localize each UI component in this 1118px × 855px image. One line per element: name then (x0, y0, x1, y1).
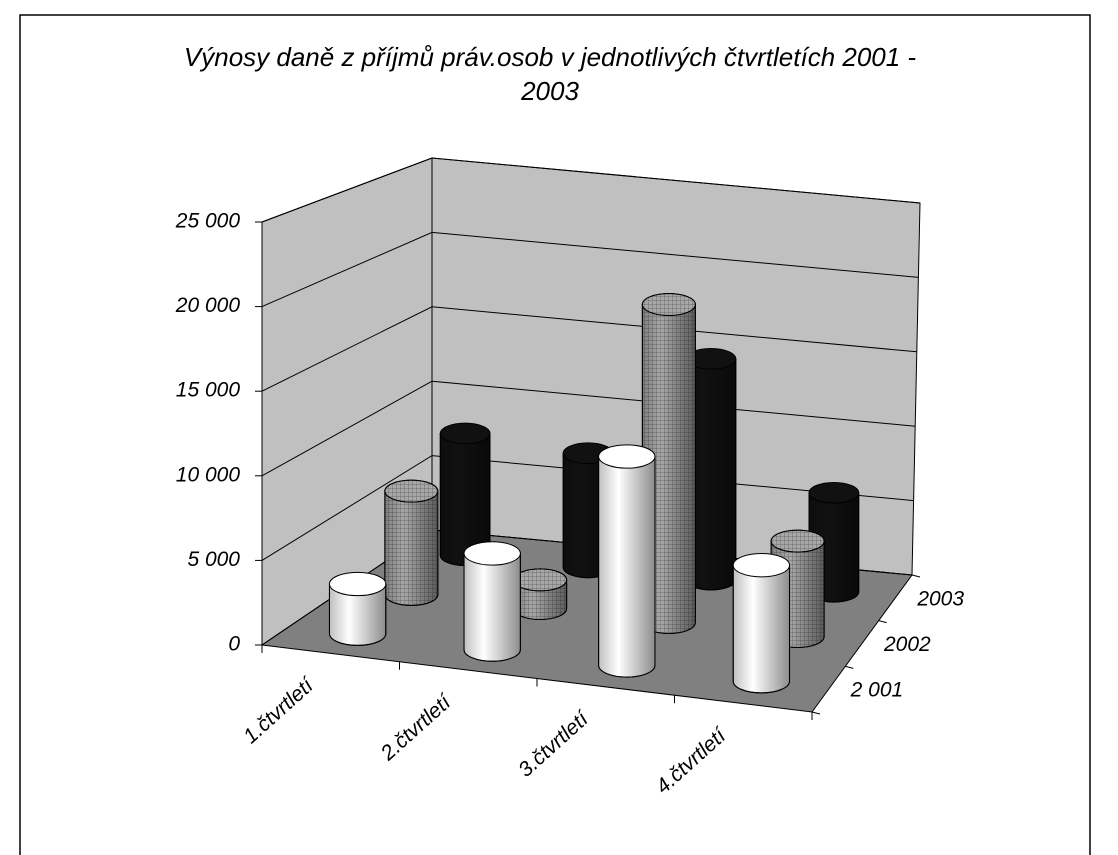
cylinder-top (808, 481, 860, 504)
cylinder-shade (384, 490, 439, 606)
cylinder-shade (463, 552, 521, 662)
grid-line (261, 380, 916, 477)
y-tick-label: 5 000 (187, 548, 240, 571)
y-tick-label: 20 000 (175, 294, 241, 317)
grid-line (261, 455, 914, 561)
cylinder (328, 571, 387, 646)
z-tick (911, 574, 921, 578)
grid-line (261, 306, 917, 392)
cylinder-top (328, 571, 387, 597)
cylinder-top-hatch (641, 293, 696, 316)
grid-line (261, 231, 919, 308)
frame (19, 14, 1091, 855)
z-tick (878, 620, 887, 624)
cylinder-shade (328, 583, 387, 646)
cylinder-top (598, 444, 656, 469)
chart-title: Výnosy daně z příjmů práv.osob v jednotl… (183, 42, 917, 106)
x-tick-label: 1.čtvrtletí (239, 673, 319, 749)
cylinder (641, 293, 696, 634)
cylinder (513, 568, 568, 620)
cylinder-top (463, 541, 521, 566)
x-tick-label: 4.čtvrtletí (652, 723, 732, 799)
cylinder (439, 422, 491, 566)
y-tick-label: 0 (228, 633, 240, 656)
x-tick-label: 3.čtvrtletí (514, 706, 594, 782)
z-tick (845, 665, 854, 669)
cylinder (384, 479, 439, 606)
cylinder (598, 444, 656, 678)
x-tick-label: 2.čtvrtletí (376, 689, 457, 765)
y-tick-label: 25 000 (175, 210, 241, 233)
cylinder-shade (732, 564, 791, 694)
legend-label: 2002 (883, 633, 931, 656)
y-tick-label: 10 000 (176, 463, 241, 486)
cylinder (732, 553, 791, 694)
cylinder-top-hatch (513, 568, 568, 592)
legend-label: 2 001 (850, 679, 904, 702)
cylinder-top-hatch (770, 529, 825, 553)
cylinder-top-hatch (384, 479, 439, 503)
cylinder-top (732, 553, 791, 578)
z-tick (811, 711, 821, 715)
legend-label: 2003 (916, 587, 964, 610)
cylinder-top (439, 422, 491, 445)
grid-line (261, 157, 921, 223)
y-tick-label: 15 000 (176, 379, 241, 402)
cylinder (463, 541, 521, 662)
cylinder-shade (598, 456, 656, 678)
